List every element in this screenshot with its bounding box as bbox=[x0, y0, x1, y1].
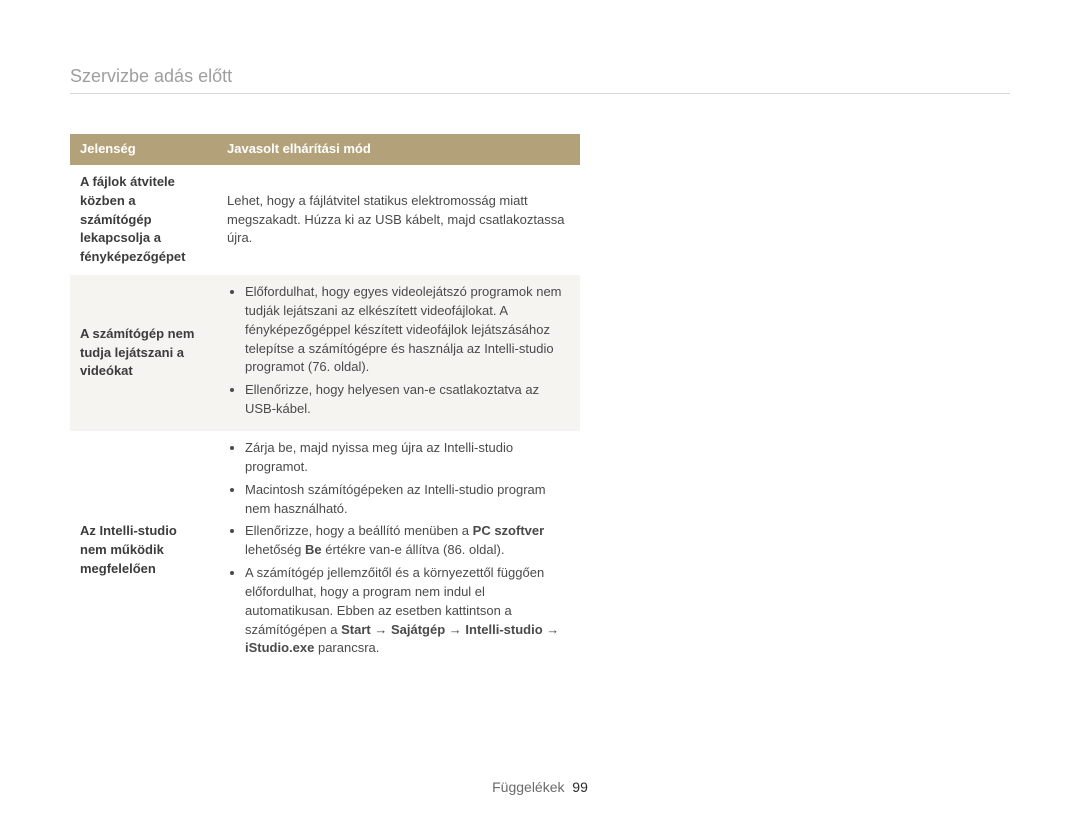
table-row: A számítógép nem tudja lejátszani a vide… bbox=[70, 275, 580, 431]
page-footer: Függelékek 99 bbox=[0, 779, 1080, 795]
text: parancsra. bbox=[314, 640, 379, 655]
list-item: Ellenőrizze, hogy helyesen van-e csatlak… bbox=[245, 381, 570, 419]
cell-solution: Előfordulhat, hogy egyes videolejátszó p… bbox=[217, 275, 580, 431]
table-row: A fájlok átvitele közben a számítógép le… bbox=[70, 165, 580, 275]
solution-list: Zárja be, majd nyissa meg újra az Intell… bbox=[227, 439, 570, 658]
bold-text: Intelli-studio bbox=[465, 622, 542, 637]
footer-section-label: Függelékek bbox=[492, 779, 564, 795]
cell-symptom: A fájlok átvitele közben a számítógép le… bbox=[70, 165, 217, 275]
bold-text: PC szoftver bbox=[473, 523, 545, 538]
list-item: Macintosh számítógépeken az Intelli-stud… bbox=[245, 481, 570, 519]
solution-list: Előfordulhat, hogy egyes videolejátszó p… bbox=[227, 283, 570, 419]
col-header-javasolt: Javasolt elhárítási mód bbox=[217, 134, 580, 165]
table-header-row: Jelenség Javasolt elhárítási mód bbox=[70, 134, 580, 165]
page-heading: Szervizbe adás előtt bbox=[70, 66, 1010, 94]
cell-solution: Lehet, hogy a fájlátvitel statikus elekt… bbox=[217, 165, 580, 275]
cell-symptom: A számítógép nem tudja lejátszani a vide… bbox=[70, 275, 217, 431]
troubleshoot-table-wrap: Jelenség Javasolt elhárítási mód A fájlo… bbox=[70, 134, 580, 670]
text: Ellenőrizze, hogy a beállító menüben a bbox=[245, 523, 473, 538]
col-header-jelenseg: Jelenség bbox=[70, 134, 217, 165]
troubleshoot-table: Jelenség Javasolt elhárítási mód A fájlo… bbox=[70, 134, 580, 670]
document-page: Szervizbe adás előtt Jelenség Javasolt e… bbox=[0, 0, 1080, 815]
bold-text: Start bbox=[341, 622, 371, 637]
list-item: Ellenőrizze, hogy a beállító menüben a P… bbox=[245, 522, 570, 560]
bold-text: iStudio.exe bbox=[245, 640, 314, 655]
cell-symptom: Az Intelli-studio nem működik megfelelőe… bbox=[70, 431, 217, 670]
cell-solution: Zárja be, majd nyissa meg újra az Intell… bbox=[217, 431, 580, 670]
text: → bbox=[371, 622, 391, 637]
text: → bbox=[543, 622, 560, 637]
footer-page-number: 99 bbox=[572, 779, 588, 795]
text: lehetőség bbox=[245, 542, 305, 557]
bold-text: Sajátgép bbox=[391, 622, 445, 637]
bold-text: Be bbox=[305, 542, 322, 557]
list-item: Előfordulhat, hogy egyes videolejátszó p… bbox=[245, 283, 570, 377]
list-item: Zárja be, majd nyissa meg újra az Intell… bbox=[245, 439, 570, 477]
table-row: Az Intelli-studio nem működik megfelelőe… bbox=[70, 431, 580, 670]
list-item: A számítógép jellemzőitől és a környezet… bbox=[245, 564, 570, 658]
text: → bbox=[445, 622, 465, 637]
text: értékre van-e állítva (86. oldal). bbox=[322, 542, 505, 557]
